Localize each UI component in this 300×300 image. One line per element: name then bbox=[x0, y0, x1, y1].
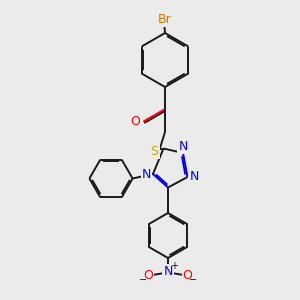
Text: S: S bbox=[151, 145, 158, 158]
Text: +: + bbox=[170, 261, 178, 271]
Text: O: O bbox=[144, 268, 153, 282]
Text: N: N bbox=[189, 170, 199, 184]
Text: Br: Br bbox=[158, 13, 172, 26]
Text: −: − bbox=[189, 275, 198, 285]
Text: O: O bbox=[183, 268, 192, 282]
Text: N: N bbox=[163, 265, 173, 278]
Text: −: − bbox=[139, 275, 147, 285]
Text: N: N bbox=[142, 167, 151, 181]
Text: N: N bbox=[178, 140, 188, 153]
Text: O: O bbox=[130, 115, 140, 128]
